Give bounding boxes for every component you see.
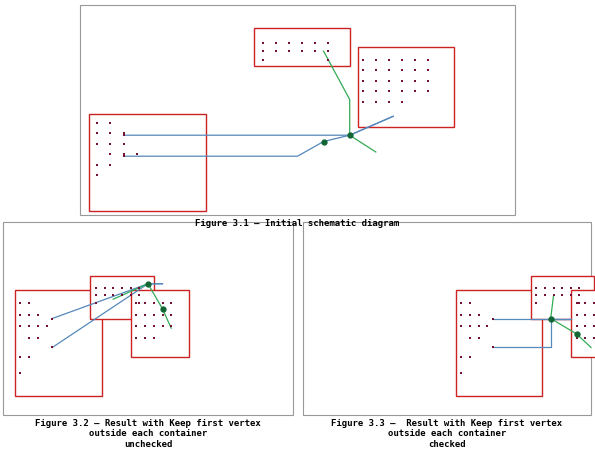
Bar	[15, 289, 102, 396]
Bar	[358, 47, 454, 127]
Bar	[456, 289, 542, 396]
Bar	[531, 276, 594, 318]
Bar	[130, 289, 189, 357]
Bar	[571, 289, 595, 357]
Text: Figure 3.2 – Result with Keep first vertex
outside each container
unchecked: Figure 3.2 – Result with Keep first vert…	[35, 419, 261, 449]
Bar	[80, 5, 515, 215]
Bar	[303, 222, 591, 415]
Bar	[254, 28, 350, 66]
Text: Figure 3.3 –  Result with Keep first vertex
outside each container
checked: Figure 3.3 – Result with Keep first vert…	[331, 419, 562, 449]
Bar	[89, 114, 206, 211]
Bar	[3, 222, 293, 415]
Bar	[90, 276, 154, 318]
Text: Figure 3.1 – Initial schematic diagram: Figure 3.1 – Initial schematic diagram	[195, 219, 400, 228]
